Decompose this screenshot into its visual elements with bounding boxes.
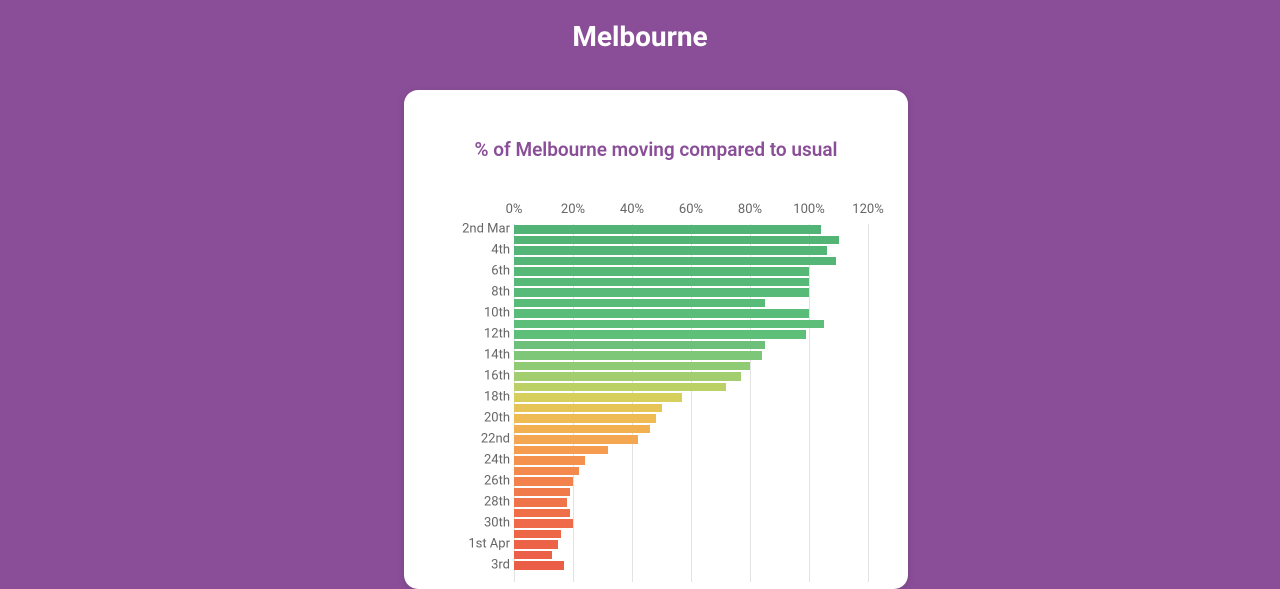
chart-row: 26th (514, 476, 868, 487)
bar (514, 404, 662, 413)
bar (514, 278, 809, 287)
chart-row: 12th (514, 329, 868, 340)
bar (514, 330, 806, 339)
y-tick-label: 20th (428, 411, 514, 426)
bar (514, 446, 608, 455)
bar (514, 257, 836, 266)
chart-row: 24th (514, 455, 868, 466)
chart-row: 6th (514, 266, 868, 277)
bar (514, 225, 821, 234)
bar (514, 414, 656, 423)
bar (514, 551, 552, 560)
y-tick-label: 26th (428, 474, 514, 489)
bar (514, 393, 682, 402)
chart-row: 18th (514, 392, 868, 403)
x-tick-label: 0% (506, 202, 523, 217)
y-tick-label: 4th (428, 243, 514, 258)
bar (514, 351, 762, 360)
chart-row (514, 235, 868, 246)
chart-row (514, 529, 868, 540)
chart-row (514, 382, 868, 393)
plot-area: 2nd Mar4th6th8th10th12th14th16th18th20th… (424, 224, 888, 582)
bar (514, 236, 839, 245)
bar (514, 246, 827, 255)
chart-row: 16th (514, 371, 868, 382)
bar (514, 435, 638, 444)
bar (514, 561, 564, 570)
x-tick-label: 40% (620, 202, 644, 217)
bar (514, 267, 809, 276)
chart-row: 20th (514, 413, 868, 424)
chart-row (514, 340, 868, 351)
y-tick-label: 8th (428, 285, 514, 300)
bar (514, 309, 809, 318)
chart-row: 3rd (514, 560, 868, 571)
y-tick-label: 16th (428, 369, 514, 384)
y-tick-label: 6th (428, 264, 514, 279)
chart-row (514, 487, 868, 498)
chart-row: 4th (514, 245, 868, 256)
bar (514, 519, 573, 528)
y-tick-label: 12th (428, 327, 514, 342)
page-root: Melbourne % of Melbourne moving compared… (0, 0, 1280, 589)
x-tick-label: 20% (561, 202, 585, 217)
chart-row (514, 256, 868, 267)
bar (514, 383, 726, 392)
bar (514, 372, 741, 381)
bar (514, 320, 824, 329)
chart-row: 22nd (514, 434, 868, 445)
bar (514, 425, 650, 434)
y-tick-label: 3rd (428, 558, 514, 573)
y-tick-label: 30th (428, 516, 514, 531)
y-tick-label: 18th (428, 390, 514, 405)
chart-row: 30th (514, 518, 868, 529)
chart-row (514, 277, 868, 288)
y-tick-label: 22nd (428, 432, 514, 447)
chart-row (514, 445, 868, 456)
chart-area: 0%20%40%60%80%100%120% 2nd Mar4th6th8th1… (424, 202, 888, 582)
bar (514, 288, 809, 297)
chart-card: % of Melbourne moving compared to usual … (404, 90, 908, 589)
y-tick-label: 14th (428, 348, 514, 363)
chart-row: 28th (514, 497, 868, 508)
bar (514, 341, 765, 350)
bar (514, 299, 765, 308)
chart-title: % of Melbourne moving compared to usual (404, 138, 908, 161)
chart-row (514, 550, 868, 561)
chart-row (514, 403, 868, 414)
bar (514, 467, 579, 476)
bar (514, 540, 558, 549)
chart-row (514, 466, 868, 477)
gridline (868, 224, 869, 582)
x-tick-label: 100% (793, 202, 824, 217)
chart-row: 2nd Mar (514, 224, 868, 235)
chart-row (514, 319, 868, 330)
bar (514, 509, 570, 518)
y-tick-label: 10th (428, 306, 514, 321)
bar (514, 530, 561, 539)
chart-row: 8th (514, 287, 868, 298)
chart-row: 14th (514, 350, 868, 361)
bar (514, 477, 573, 486)
y-tick-label: 24th (428, 453, 514, 468)
bar (514, 456, 585, 465)
page-title: Melbourne (0, 20, 1280, 53)
x-tick-label: 80% (738, 202, 762, 217)
chart-row (514, 424, 868, 435)
chart-row (514, 298, 868, 309)
bar (514, 498, 567, 507)
chart-row: 10th (514, 308, 868, 319)
y-tick-label: 28th (428, 495, 514, 510)
bar (514, 488, 570, 497)
chart-row: 1st Apr (514, 539, 868, 550)
x-tick-label: 120% (852, 202, 883, 217)
chart-row (514, 361, 868, 372)
chart-row (514, 508, 868, 519)
bar (514, 362, 750, 371)
x-axis-top: 0% 20% 40% 60% 80% 100% 120% (424, 202, 888, 224)
y-tick-label: 1st Apr (428, 537, 514, 552)
y-tick-label: 2nd Mar (428, 222, 514, 237)
x-tick-label: 60% (679, 202, 703, 217)
